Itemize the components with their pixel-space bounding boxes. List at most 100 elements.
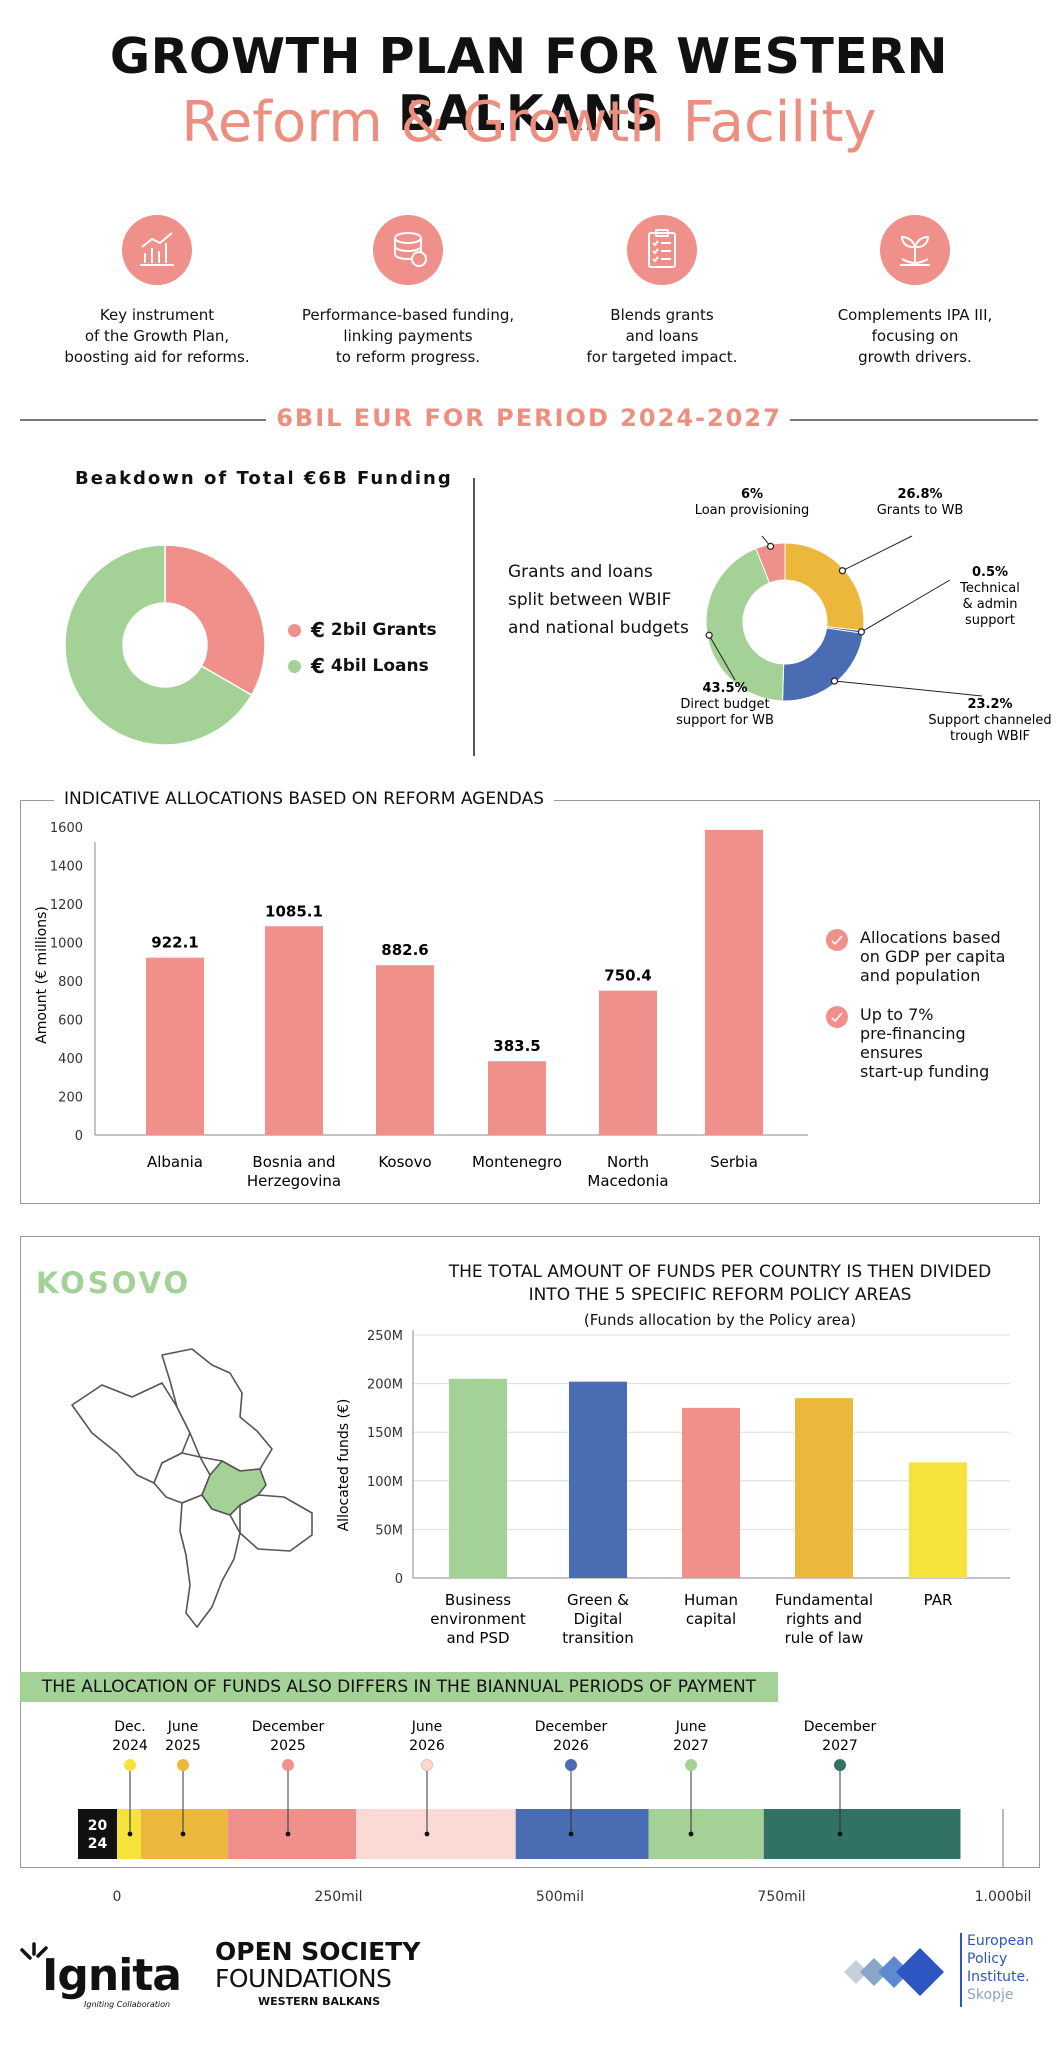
policy-bar-1: [449, 1378, 507, 1578]
kosovo-policy-bar-chart: 0 50M 100M 150M 200M 250M Allocated funds (€) B…: [336, 1329, 1010, 1647]
policy-bar-3: [682, 1407, 740, 1578]
y-axis-label: Allocated funds (€): [336, 1399, 352, 1532]
date-line: 2026: [409, 1738, 445, 1754]
osf-logo-line2: FOUNDATIONS: [215, 1964, 392, 1993]
feature-text-2: Performance-based funding, linking paymen…: [293, 305, 523, 368]
bar-4: [488, 1061, 546, 1135]
feature-text-1: Key instrument of the Growth Plan, boostin…: [42, 305, 272, 368]
donut1-legend-item: €4bil Loans: [288, 648, 437, 684]
category-line: Green &: [567, 1591, 629, 1609]
feature-3-line-1: Blends grants: [610, 306, 714, 324]
page-subtitle: Reform & Growth Facility: [181, 90, 877, 155]
slice-pct: 23.2%: [967, 697, 1012, 712]
leader-dot: [705, 631, 713, 639]
kosovo-title-line2: INTO THE 5 SPECIFIC REFORM POLICY AREAS: [528, 1285, 912, 1305]
category-line: Bosnia and: [252, 1153, 335, 1171]
year-badge: [78, 1809, 117, 1859]
date-line: December: [535, 1719, 608, 1735]
epi-line3: Institute.: [967, 1969, 1030, 1985]
legend-swatch: [288, 659, 301, 673]
y-tick-label: 800: [58, 975, 83, 990]
feature-1-line-3: boosting aid for reforms.: [64, 348, 250, 366]
slice-desc: & admin: [962, 597, 1017, 612]
note-text: Allocations based on GDP per capita and po…: [860, 928, 1005, 985]
split-text-line-2: split between WBIF: [508, 590, 672, 610]
y-tick-label: 250M: [367, 1329, 403, 1344]
policy-category-label: PAR: [924, 1591, 953, 1609]
period-label: 6BIL EUR FOR PERIOD 2024-2027: [276, 404, 782, 432]
y-tick-label: 150M: [367, 1426, 403, 1441]
category-line: transition: [562, 1629, 633, 1647]
y-axis-label: Amount (€ millions): [34, 906, 50, 1044]
epi-logo-icon: [844, 1948, 944, 1996]
payment-segment-5: [515, 1809, 649, 1859]
y-tick-label: 0: [395, 1572, 403, 1587]
map-serbia: [161, 1348, 273, 1472]
note-line: and population: [860, 966, 981, 985]
feature-4-line-3: growth drivers.: [858, 348, 972, 366]
timeline-banner: [20, 1672, 778, 1702]
payment-marker-point: [837, 1831, 843, 1837]
date-line: December: [804, 1719, 877, 1735]
category-line: capital: [686, 1610, 736, 1628]
date-line: 2026: [553, 1738, 589, 1754]
slice-desc: Support channeled: [928, 713, 1051, 728]
leader-dot: [857, 628, 865, 636]
slice-pct: 0.5%: [972, 565, 1008, 580]
category-line: Human: [684, 1591, 738, 1609]
payment-date-label: Dec. 2024: [112, 1719, 148, 1754]
slice-desc: Technical: [959, 581, 1020, 596]
split-slice-label-4: 43.5% Direct budget support for WB: [676, 681, 774, 728]
split-slice-5: [755, 542, 786, 584]
timeline-title: THE ALLOCATION OF FUNDS ALSO DIFFERS IN …: [41, 1677, 757, 1697]
chart-growth-icon: [122, 215, 192, 285]
slice-pct: 6%: [741, 487, 763, 502]
split-slice-label-1: 26.8% Grants to WB: [877, 487, 964, 518]
date-line: 2027: [673, 1738, 709, 1754]
date-line: 2027: [822, 1738, 858, 1754]
bar-6: [705, 829, 763, 1135]
payment-marker-dot: [565, 1759, 577, 1771]
payment-marker-dot: [177, 1759, 189, 1771]
osf-logo-line3: WESTERN BALKANS: [258, 1995, 381, 2008]
date-line: June: [411, 1719, 443, 1735]
x-tick-label: 750mil: [757, 1889, 805, 1905]
policy-category-label: Business environment and PSD: [430, 1591, 526, 1647]
legend-swatch: [288, 623, 301, 637]
slice-desc: Grants to WB: [877, 503, 964, 518]
kosovo-panel: [20, 1236, 1040, 1868]
bar-2: [265, 926, 323, 1135]
payment-segment-4: [356, 1809, 516, 1859]
payment-segment-6: [648, 1809, 764, 1859]
donut1-legend: €2bil Grants €4bil Loans: [288, 612, 437, 684]
category-line: Business: [445, 1591, 511, 1609]
ignita-tagline: Igniting Collaboration: [84, 2000, 171, 2009]
y-tick-label: 1400: [50, 860, 83, 875]
policy-bar-5: [909, 1462, 967, 1578]
feature-2-line-2: linking payments: [343, 327, 473, 345]
y-tick-label: 200: [58, 1091, 83, 1106]
payment-marker-dot: [834, 1759, 846, 1771]
split-slice-label-3: 23.2% Support channeled trough WBIF: [928, 697, 1051, 744]
epi-line4: Skopje: [967, 1987, 1014, 2003]
note-text: Up to 7% pre-financing ensures start-up fun…: [860, 1005, 989, 1081]
category-line: rights and: [786, 1610, 862, 1628]
payment-marker-dot: [685, 1759, 697, 1771]
bar-value-label: 750.4: [604, 967, 651, 985]
allocation-note-1: Allocations based on GDP per capita and po…: [826, 928, 1005, 985]
category-line: rule of law: [785, 1629, 864, 1647]
payment-date-label: June 2027: [673, 1719, 709, 1754]
osf-logo-line1: OPEN SOCIETY: [215, 1937, 421, 1966]
page-title: GROWTH PLAN FOR WESTERN BALKANS: [109, 28, 949, 142]
y-tick-label: 600: [58, 1014, 83, 1029]
feature-1-line-2: of the Growth Plan,: [84, 327, 230, 345]
x-category-label: Serbia: [710, 1153, 758, 1171]
leader-line: [708, 634, 736, 681]
bar-value-label: 1586.4: [705, 820, 763, 824]
check-icon: [826, 929, 848, 951]
policy-bar-2: [569, 1381, 627, 1578]
date-line: Dec.: [114, 1719, 146, 1735]
y-tick-label: 50M: [375, 1523, 403, 1538]
legend-label: 4bil Loans: [330, 656, 429, 676]
ignita-spark-icon: [20, 1942, 48, 1960]
